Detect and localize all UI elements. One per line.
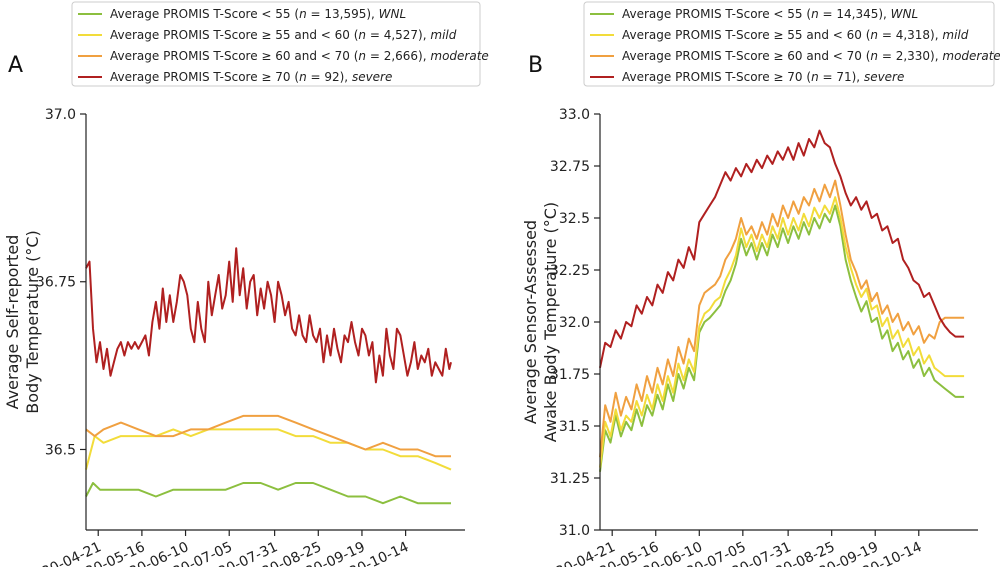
series-line-moderate xyxy=(599,179,965,458)
panel-label: A xyxy=(8,53,23,78)
legend-text: Average PROMIS T-Score ≥ 70 ( xyxy=(622,70,811,84)
series-line-severe xyxy=(85,247,452,384)
legend-n: n xyxy=(358,28,366,42)
y-tick-label: 36.5 xyxy=(45,442,76,458)
y-tick-label: 32.5 xyxy=(559,211,590,227)
legend-n: n xyxy=(870,28,878,42)
legend-entry: Average PROMIS T-Score ≥ 60 and < 70 (n … xyxy=(110,49,489,63)
legend-text: Average PROMIS T-Score ≥ 60 and < 70 ( xyxy=(110,49,358,63)
y-tick-label: 32.75 xyxy=(550,159,590,175)
legend-entry: Average PROMIS T-Score < 55 (n = 13,595)… xyxy=(110,7,406,21)
panel-b: B 31.0 31.25 31.5 31.75 32.0 32.25 32.5 32.75 33.… xyxy=(521,1,1000,567)
series-line-WNL xyxy=(599,204,965,472)
y-tick-label: 37.0 xyxy=(45,107,76,123)
y-axis-label: Average Self-reported xyxy=(3,235,22,410)
y-axis-label: Awake Body Temperature (°C) xyxy=(541,202,560,442)
legend-severity: WNL xyxy=(891,7,919,21)
legend-count: = 14,345), xyxy=(819,7,891,21)
legend-entry: Average PROMIS T-Score ≥ 70 (n = 71), se… xyxy=(622,70,904,84)
legend-entry: Average PROMIS T-Score < 55 (n = 14,345)… xyxy=(622,7,918,21)
y-tick-label: 31.75 xyxy=(550,367,590,383)
series-line-mild xyxy=(599,196,965,468)
legend-n: n xyxy=(811,70,819,84)
legend-n: n xyxy=(299,7,307,21)
legend-count: = 4,527), xyxy=(366,28,430,42)
legend-entry: Average PROMIS T-Score ≥ 60 and < 70 (n … xyxy=(622,49,1000,63)
legend-n: n xyxy=(358,49,366,63)
series-line-moderate xyxy=(85,414,451,458)
legend-count: = 2,330), xyxy=(878,49,942,63)
legend-box xyxy=(583,1,995,87)
series-line-WNL xyxy=(85,482,451,505)
y-tick-label: 31.0 xyxy=(559,523,590,539)
legend-severity: severe xyxy=(864,70,904,84)
legend-text: Average PROMIS T-Score ≥ 55 and < 60 ( xyxy=(622,28,870,42)
legend-entry: Average PROMIS T-Score ≥ 55 and < 60 (n … xyxy=(622,28,969,42)
legend-text: Average PROMIS T-Score < 55 ( xyxy=(110,7,299,21)
legend-n: n xyxy=(811,7,819,21)
panel-label: B xyxy=(528,53,543,78)
legend-count: = 92), xyxy=(307,70,352,84)
y-tick-label: 31.25 xyxy=(550,471,590,487)
legend-entry: Average PROMIS T-Score ≥ 55 and < 60 (n … xyxy=(110,28,457,42)
legend-box xyxy=(71,1,481,87)
legend-count: = 2,666), xyxy=(366,49,430,63)
y-tick-label: 32.25 xyxy=(550,263,590,279)
panel-a: A36.536.7537.02020-04-212020-05-162020-0… xyxy=(3,1,489,567)
series-line-severe xyxy=(599,129,965,369)
legend-text: Average PROMIS T-Score < 55 ( xyxy=(622,7,811,21)
legend-count: = 71), xyxy=(819,70,864,84)
legend-severity: mild xyxy=(942,28,968,42)
legend-severity: mild xyxy=(430,28,456,42)
y-tick-label: 31.5 xyxy=(559,419,590,435)
legend-text: Average PROMIS T-Score ≥ 55 and < 60 ( xyxy=(110,28,358,42)
series-line-mild xyxy=(85,428,452,471)
legend-severity: moderate xyxy=(942,49,1000,63)
legend-text: Average PROMIS T-Score ≥ 60 and < 70 ( xyxy=(622,49,870,63)
legend-count: = 13,595), xyxy=(307,7,379,21)
legend: Average PROMIS T-Score < 55 (n = 14,345)… xyxy=(583,1,1000,87)
legend-count: = 4,318), xyxy=(878,28,942,42)
legend-text: Average PROMIS T-Score ≥ 70 ( xyxy=(110,70,299,84)
legend-n: n xyxy=(299,70,307,84)
legend-severity: WNL xyxy=(379,7,407,21)
legend-n: n xyxy=(870,49,878,63)
y-axis-label: Body Temperature (°C) xyxy=(23,230,42,414)
y-tick-label: 36.75 xyxy=(36,275,76,291)
y-tick-label: 33.0 xyxy=(559,107,590,123)
legend-severity: severe xyxy=(352,70,392,84)
y-tick-label: 32.0 xyxy=(559,315,590,331)
y-axis-label: Average Sensor-Assessed xyxy=(521,220,540,424)
legend: Average PROMIS T-Score < 55 (n = 13,595)… xyxy=(71,1,489,87)
legend-entry: Average PROMIS T-Score ≥ 70 (n = 92), se… xyxy=(110,70,392,84)
legend-severity: moderate xyxy=(430,49,488,63)
